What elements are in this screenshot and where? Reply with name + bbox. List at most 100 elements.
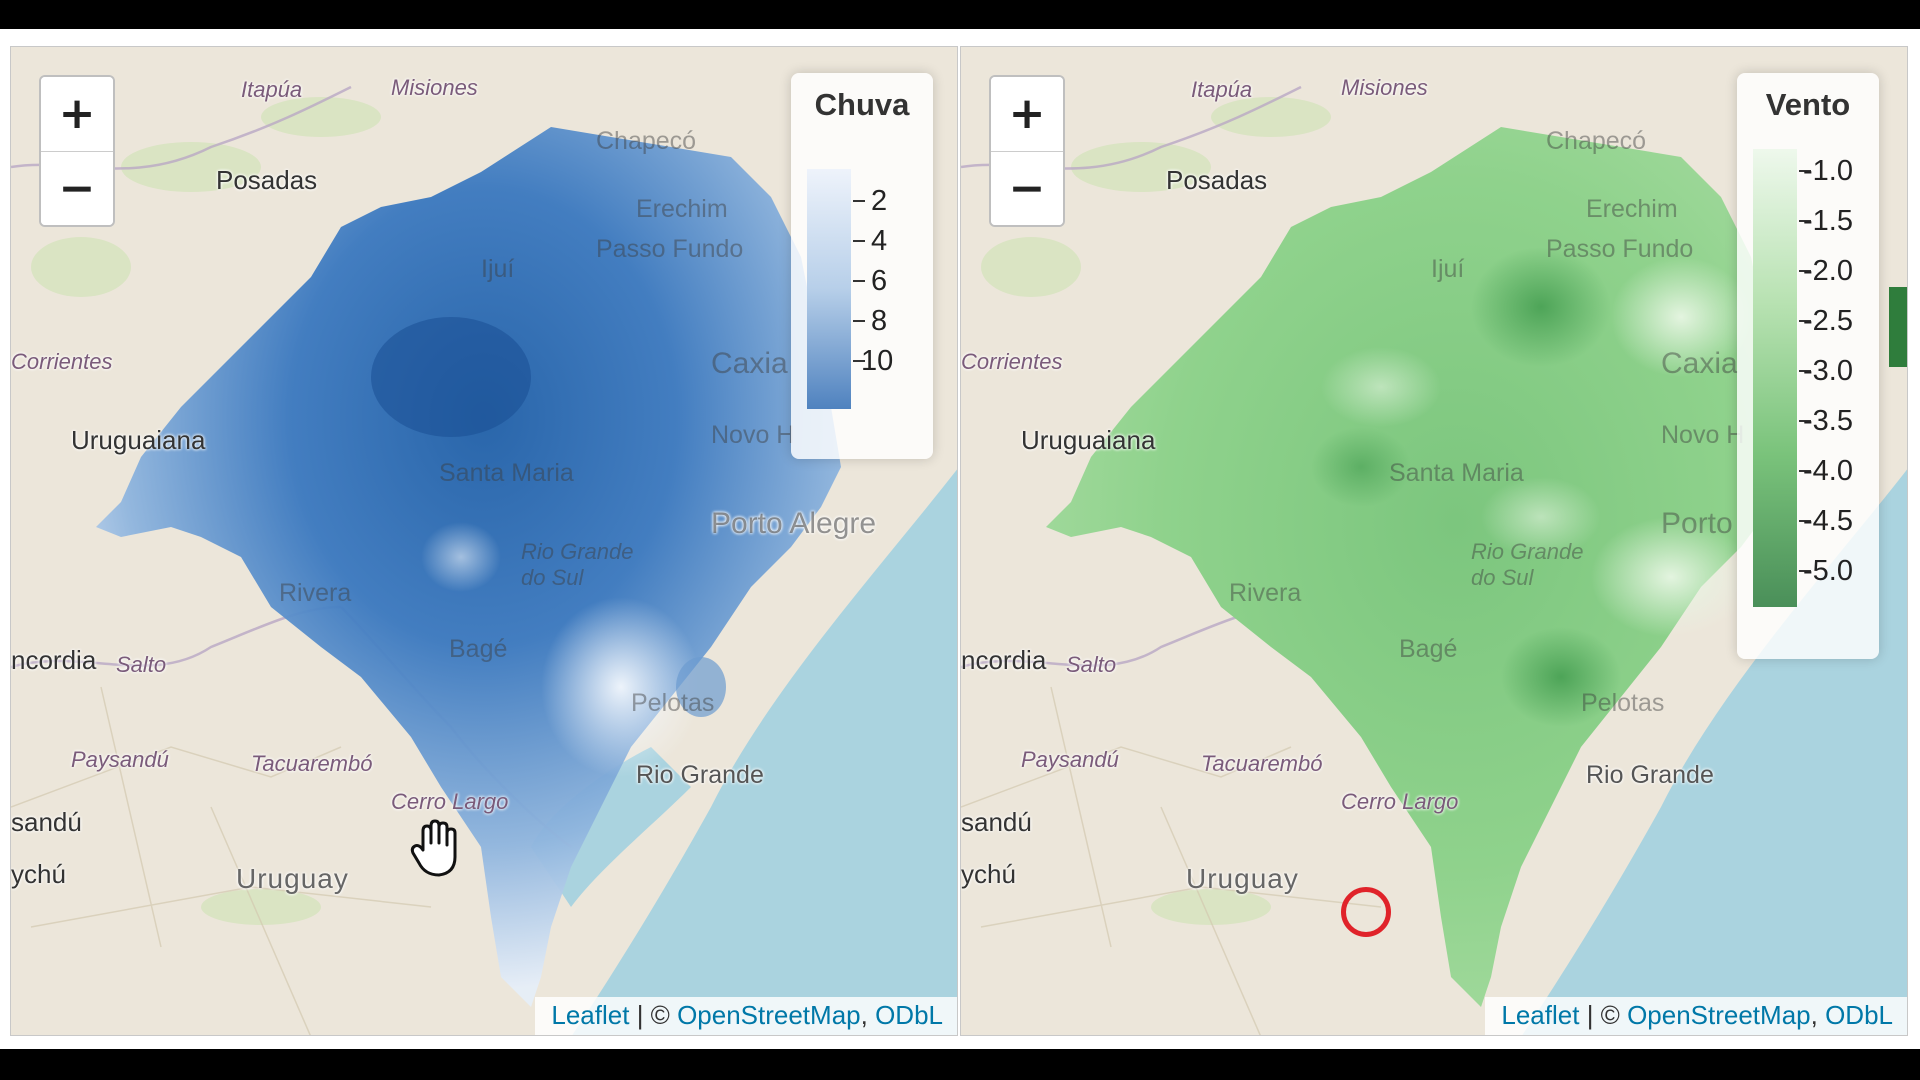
place-paysandu: Paysandú — [71, 747, 169, 772]
place-guaychu: ychú — [961, 859, 1016, 889]
circle-marker-icon[interactable] — [1341, 887, 1391, 937]
legend-tick-label: -3.0 — [1803, 355, 1853, 387]
place-bage: Bagé — [449, 635, 508, 663]
legend-tick — [1799, 170, 1811, 172]
legend-tick — [1799, 320, 1811, 322]
place-rio-grande-do-sul: Rio Grande do Sul — [1471, 539, 1584, 590]
place-rivera: Rivera — [279, 579, 352, 607]
place-concordia: ncordia — [961, 645, 1047, 675]
legend-tick — [1799, 370, 1811, 372]
place-paysandu-short: sandú — [961, 807, 1032, 837]
place-passo-fundo: Passo Fundo — [1546, 235, 1694, 263]
place-chapeco: Chapecó — [596, 127, 697, 155]
legend-tick — [1799, 420, 1811, 422]
leaflet-link[interactable]: Leaflet — [1501, 1000, 1580, 1030]
legend-tick-label: 10 — [861, 345, 894, 377]
attribution-separator: | © — [629, 1000, 678, 1030]
odbl-link[interactable]: ODbL — [875, 1000, 943, 1030]
place-posadas: Posadas — [1166, 165, 1268, 195]
legend-tick — [853, 200, 865, 202]
leaflet-link[interactable]: Leaflet — [551, 1000, 630, 1030]
legend-tick-label: 8 — [871, 305, 888, 337]
place-uruguaiana: Uruguaiana — [71, 425, 206, 455]
place-cerro-largo: Cerro Largo — [1341, 789, 1459, 814]
attribution-separator: | © — [1579, 1000, 1628, 1030]
zoom-control: + − — [989, 75, 1065, 227]
place-porto-alegre: Porto Alegre — [711, 507, 877, 540]
place-itapua: Itapúa — [241, 77, 303, 102]
place-uruguay: Uruguay — [1186, 863, 1299, 894]
zoom-control: + − — [39, 75, 115, 227]
place-corrientes: Corrientes — [961, 349, 1063, 374]
place-posadas: Posadas — [216, 165, 318, 195]
place-novo: Novo H — [711, 421, 795, 449]
legend-tick — [1799, 570, 1811, 572]
openstreetmap-link[interactable]: OpenStreetMap — [1627, 1000, 1811, 1030]
legend-tick-label: 4 — [871, 225, 888, 257]
legend-tick-label: -1.0 — [1803, 155, 1853, 187]
legend-tick — [1799, 220, 1811, 222]
place-itapua: Itapúa — [1191, 77, 1253, 102]
place-caxias: Caxia — [1661, 347, 1738, 380]
legend-colorbar — [1753, 149, 1797, 607]
legend-tick — [853, 360, 865, 362]
legend-tick — [853, 240, 865, 242]
legend-tick-label: -2.0 — [1803, 255, 1853, 287]
place-rivera: Rivera — [1229, 579, 1302, 607]
attribution-comma: , — [860, 1000, 876, 1030]
place-pelotas: Pelotas — [1581, 689, 1665, 717]
place-misiones: Misiones — [1341, 75, 1428, 100]
place-novo: Novo H — [1661, 421, 1745, 449]
attribution-bar: Leaflet | © OpenStreetMap, ODbL — [535, 997, 957, 1035]
legend-tick-label: -2.5 — [1803, 305, 1853, 337]
place-concordia: ncordia — [11, 645, 97, 675]
legend-tick-label: -5.0 — [1803, 555, 1853, 587]
place-salto: Salto — [1066, 652, 1117, 677]
place-tacuarembo: Tacuarembó — [1201, 751, 1323, 776]
place-chapeco: Chapecó — [1546, 127, 1647, 155]
legend-tick-label: -3.5 — [1803, 405, 1853, 437]
legend-tick — [1799, 470, 1811, 472]
hand-grab-icon — [410, 819, 457, 877]
legend-tick-label: -4.5 — [1803, 505, 1853, 537]
zoom-out-button[interactable]: − — [41, 151, 113, 225]
place-guaychu: ychú — [11, 859, 66, 889]
zoom-in-button[interactable]: + — [41, 77, 113, 151]
place-paysandu-short: sandú — [11, 807, 82, 837]
place-misiones: Misiones — [391, 75, 478, 100]
legend-tick-label: 6 — [871, 265, 888, 297]
place-paysandu: Paysandú — [1021, 747, 1119, 772]
legend-tick — [853, 320, 865, 322]
legend-tick-label: -4.0 — [1803, 455, 1853, 487]
legend-colorbar — [807, 169, 851, 409]
attribution-comma: , — [1810, 1000, 1826, 1030]
zoom-out-button[interactable]: − — [991, 151, 1063, 225]
odbl-link[interactable]: ODbL — [1825, 1000, 1893, 1030]
place-erechim: Erechim — [1586, 195, 1678, 223]
legend-tick-label: -1.5 — [1803, 205, 1853, 237]
legend-title: Chuva — [814, 87, 910, 122]
place-ijui: Ijuí — [1431, 255, 1465, 283]
place-tacuarembo: Tacuarembó — [251, 751, 373, 776]
place-caxias: Caxia — [711, 347, 788, 380]
place-santa-maria: Santa Maria — [1389, 459, 1524, 487]
place-passo-fundo: Passo Fundo — [596, 235, 744, 263]
legend-vento: Vento -1.0 -1.5 -2.0 -2.5 -3.0 -3.5 -4.0… — [1737, 73, 1879, 659]
map-chuva[interactable]: Itapúa Misiones Posadas Chapecó Erechim … — [10, 46, 958, 1036]
place-santa-maria: Santa Maria — [439, 459, 574, 487]
place-pelotas: Pelotas — [631, 689, 715, 717]
legend-tick — [853, 280, 865, 282]
place-rio-grande: Rio Grande — [636, 761, 764, 789]
attribution-bar: Leaflet | © OpenStreetMap, ODbL — [1485, 997, 1907, 1035]
openstreetmap-link[interactable]: OpenStreetMap — [677, 1000, 861, 1030]
map-vento[interactable]: Itapúa Misiones Posadas Chapecó Erechim … — [960, 46, 1908, 1036]
place-uruguaiana: Uruguaiana — [1021, 425, 1156, 455]
legend-tick — [1799, 520, 1811, 522]
legend-tick-label: 2 — [871, 185, 888, 217]
zoom-in-button[interactable]: + — [991, 77, 1063, 151]
place-rio-grande: Rio Grande — [1586, 761, 1714, 789]
place-erechim: Erechim — [636, 195, 728, 223]
place-cerro-largo: Cerro Largo — [391, 789, 509, 814]
legend-title: Vento — [1765, 87, 1851, 122]
place-salto: Salto — [116, 652, 167, 677]
